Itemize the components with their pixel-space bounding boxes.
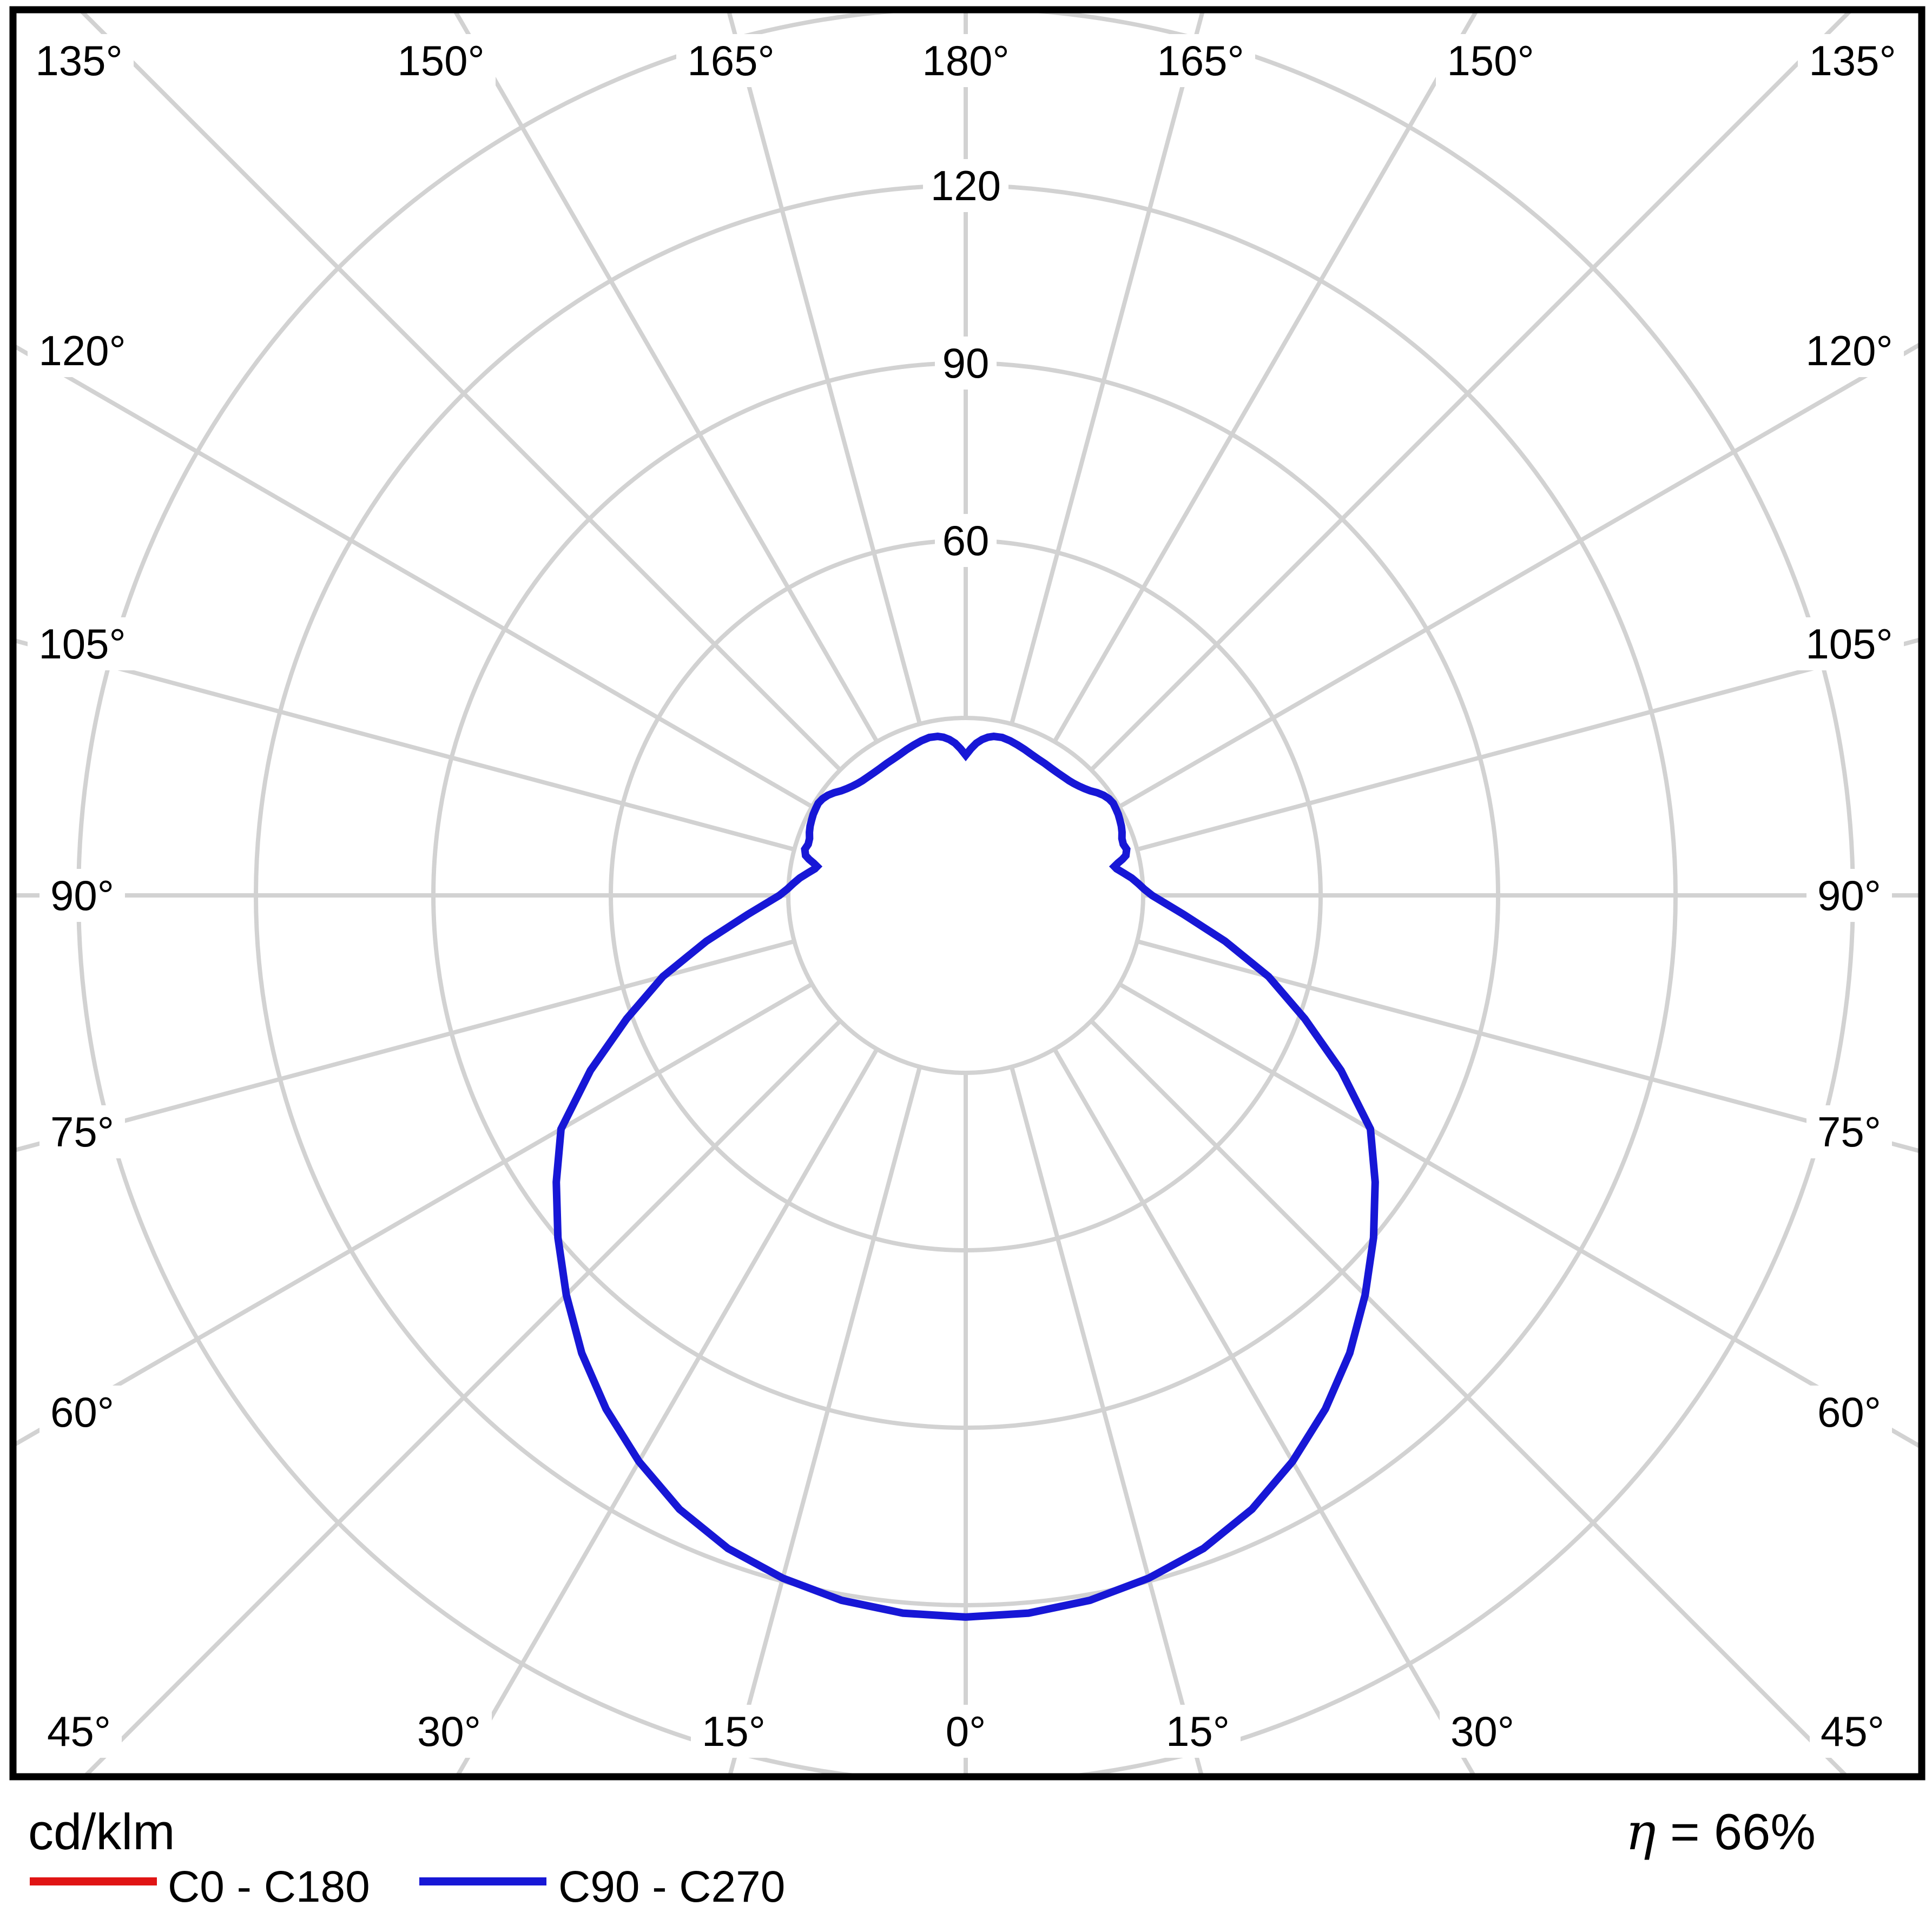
angle-label-30-right-bg	[1440, 1705, 1525, 1758]
angle-label-150-right: 150°	[1447, 37, 1534, 84]
polar-spoke-165-right	[1010, 13, 1205, 725]
legend-label-c0-c180: C0 - C180	[168, 1862, 370, 1911]
angle-label-105-right: 105°	[1805, 620, 1893, 668]
angle-label-60-right: 60°	[1817, 1388, 1881, 1436]
polar-spoke-15-right	[1010, 1066, 1203, 1773]
angle-label-135-right: 135°	[1809, 37, 1896, 84]
angle-label-135-left-bg	[24, 34, 134, 87]
polar-spoke-60-left	[16, 982, 813, 1446]
angle-label-135-left: 135°	[35, 37, 122, 84]
angle-label-45-right: 45°	[1821, 1707, 1884, 1755]
angle-label-120-right-bg	[1795, 324, 1904, 377]
polar-spoke-120-right	[1118, 342, 1918, 809]
angle-label-90-left: 90°	[50, 872, 114, 919]
angle-label-90-left-bg	[39, 869, 125, 922]
angle-label-45-left: 45°	[47, 1707, 111, 1755]
angle-label-150-right-bg	[1436, 34, 1545, 87]
radial-label-120-bg	[923, 159, 1008, 212]
eta-symbol: η	[1625, 1803, 1656, 1862]
angle-label-165-right: 165°	[1157, 37, 1244, 84]
angle-label-60-right-bg	[1806, 1386, 1892, 1439]
angle-label-75-right-bg	[1806, 1105, 1892, 1158]
angle-label-90-right-bg	[1806, 869, 1892, 922]
intensity-curve-c90-c270	[552, 732, 1379, 1621]
angle-label-45-left-bg	[36, 1705, 122, 1758]
polar-labels: 0° 15° 15° 30° 30° 45° 45° 60° 60° 75° 75° 90° 90° 10…	[24, 34, 1907, 1758]
angle-label-105-left-bg	[28, 617, 137, 670]
polar-spoke-75-left	[16, 939, 795, 1152]
polar-spoke-105-right	[1136, 638, 1918, 852]
angle-label-120-left: 120°	[38, 327, 126, 374]
radial-label-90: 90	[942, 339, 990, 387]
angle-label-75-left: 75°	[50, 1108, 114, 1156]
angle-label-120-left-bg	[28, 324, 137, 377]
polar-spoke-165-left	[727, 13, 922, 725]
angle-label-105-right-bg	[1795, 617, 1904, 670]
angle-label-45-right-bg	[1810, 1705, 1895, 1758]
angle-label-15-left: 15°	[702, 1707, 766, 1755]
angle-label-165-right-bg	[1146, 34, 1255, 87]
angle-label-90-right: 90°	[1817, 872, 1881, 919]
angle-label-60-left: 60°	[50, 1388, 114, 1436]
angle-label-30-left: 30°	[417, 1707, 481, 1755]
angle-label-135-right-bg	[1798, 34, 1907, 87]
polar-spoke-30-left	[456, 1048, 879, 1773]
efficiency-value: = 66%	[1656, 1803, 1816, 1860]
radial-label-60: 60	[942, 517, 990, 564]
radial-label-90-bg	[935, 337, 997, 390]
radial-label-120: 120	[931, 162, 1001, 209]
angle-label-150-left: 150°	[397, 37, 484, 84]
legend-swatch-c0-c180	[30, 1877, 157, 1885]
radial-label-60-bg	[935, 514, 997, 567]
polar-spoke-75-right	[1136, 939, 1918, 1153]
polar-spoke-45-left	[84, 1019, 842, 1773]
angle-label-0-bg	[935, 1705, 997, 1758]
polar-frame	[9, 6, 1926, 1781]
angle-label-15-right: 15°	[1166, 1707, 1230, 1755]
angle-label-105-left: 105°	[38, 620, 126, 668]
polar-spoke-45-right	[1090, 1019, 1847, 1773]
angle-label-15-right-bg	[1155, 1705, 1241, 1758]
unit-label: cd/klm	[28, 1803, 175, 1860]
angle-label-30-right: 30°	[1450, 1707, 1514, 1755]
angle-label-165-left: 165°	[687, 37, 774, 84]
angle-label-165-left-bg	[676, 34, 786, 87]
angle-label-75-right: 75°	[1817, 1108, 1881, 1156]
angle-label-150-left-bg	[386, 34, 496, 87]
angle-label-0: 0°	[946, 1707, 986, 1755]
angle-label-75-left-bg	[39, 1105, 125, 1158]
polar-ring-30	[786, 716, 1145, 1075]
angle-label-180: 180°	[922, 37, 1009, 84]
legend-swatch-c90-c270	[419, 1877, 546, 1885]
angle-label-120-right: 120°	[1805, 327, 1893, 374]
polar-spoke-150-right	[1052, 13, 1478, 743]
polar-spoke-150-left	[454, 13, 879, 743]
angle-label-180-bg	[911, 34, 1020, 87]
polar-spoke-30-right	[1052, 1048, 1475, 1773]
angle-label-30-left-bg	[406, 1705, 492, 1758]
polar-spoke-15-left	[728, 1066, 922, 1773]
legend-label-c90-c270: C90 - C270	[558, 1862, 786, 1911]
polar-spoke-120-left	[16, 345, 813, 809]
angle-label-15-left-bg	[691, 1705, 776, 1758]
polar-spoke-105-left	[16, 638, 795, 852]
efficiency-label: η = 66%	[1275, 1804, 1816, 1861]
angle-label-60-left-bg	[39, 1386, 125, 1439]
polar-spoke-60-right	[1118, 982, 1918, 1448]
